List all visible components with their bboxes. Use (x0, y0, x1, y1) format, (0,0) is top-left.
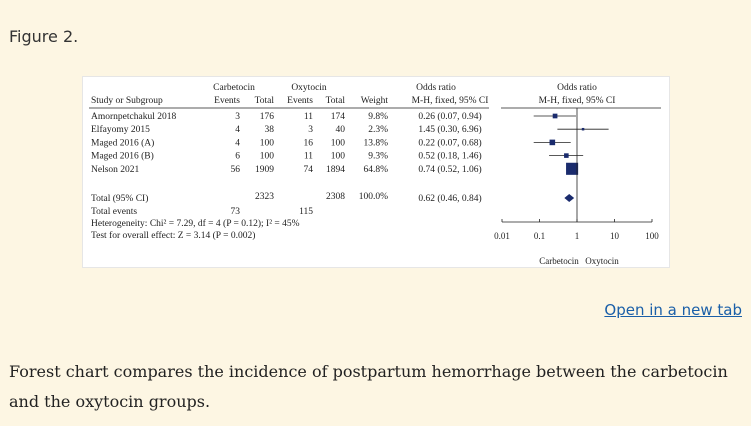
x-tick-label: 1 (575, 231, 580, 241)
header-events-2: Events (287, 96, 313, 106)
x-tick-label: 0.01 (494, 231, 510, 241)
events-oxytocin: 11 (304, 152, 313, 162)
total-events-oxytocin: 115 (299, 207, 313, 217)
overall-effect-text: Test for overall effect: Z = 3.14 (P = 0… (91, 230, 255, 241)
odds-ratio-ci: 1.45 (0.30, 6.96) (418, 124, 481, 135)
study-name: Maged 2016 (B) (91, 151, 154, 162)
total-carbetocin: 176 (260, 112, 275, 122)
events-carbetocin: 6 (235, 152, 240, 162)
header-plot-method: M-H, fixed, 95% CI (539, 95, 616, 106)
total-carbetocin: 100 (260, 152, 275, 162)
favours-oxytocin: Oxytocin (585, 256, 619, 266)
open-in-new-tab-link[interactable]: Open in a new tab (604, 301, 742, 319)
total-oxytocin: 100 (331, 152, 346, 162)
header-study: Study or Subgroup (91, 96, 163, 106)
total-carbetocin: 100 (260, 138, 275, 148)
total-oxytocin: 174 (331, 112, 346, 122)
events-oxytocin: 74 (304, 165, 314, 175)
total-diamond (564, 194, 575, 202)
header-total-1: Total (255, 96, 275, 106)
header-group1: Carbetocin (213, 83, 255, 93)
study-name: Nelson 2021 (91, 165, 140, 175)
header-total-2: Total (326, 96, 346, 106)
weight-value: 2.3% (368, 125, 388, 135)
header-weight: Weight (361, 96, 389, 106)
header-group2: Oxytocin (291, 83, 327, 93)
x-tick-label: 10 (610, 231, 620, 241)
total-carbetocin: 1909 (255, 165, 274, 175)
weight-value: 13.8% (363, 138, 388, 148)
forest-plot-figure: Carbetocin Oxytocin Odds ratio Odds ratio St… (82, 76, 670, 268)
figure-label: Figure 2. (9, 27, 79, 46)
point-estimate-square (552, 113, 558, 119)
study-name: Maged 2016 (A) (91, 137, 154, 148)
header-or-method: M-H, fixed, 95% CI (412, 95, 489, 106)
odds-ratio-ci: 0.52 (0.18, 1.46) (418, 151, 481, 162)
weight-value: 64.8% (363, 165, 388, 175)
odds-ratio-ci: 0.74 (0.52, 1.06) (418, 164, 481, 175)
study-name: Elfayomy 2015 (91, 124, 150, 135)
events-carbetocin: 4 (235, 125, 240, 135)
total-weight: 100.0% (359, 192, 388, 202)
events-carbetocin: 3 (235, 112, 240, 122)
point-estimate-square (564, 153, 569, 158)
events-oxytocin: 3 (308, 125, 313, 135)
figure-caption: Forest chart compares the incidence of p… (9, 362, 728, 411)
header-plot-odds-ratio: Odds ratio (557, 83, 597, 93)
total-oxytocin: 40 (336, 125, 346, 135)
total-oxytocin-n: 2308 (326, 192, 345, 202)
point-estimate-square (581, 127, 585, 131)
total-oxytocin: 1894 (326, 165, 345, 175)
header-odds-ratio: Odds ratio (416, 83, 456, 93)
x-tick-label: 100 (645, 231, 659, 241)
events-oxytocin: 11 (304, 112, 313, 122)
total-label: Total (95% CI) (91, 193, 148, 204)
header-events-1: Events (214, 96, 240, 106)
events-carbetocin: 4 (235, 138, 240, 148)
total-odds-ratio-ci: 0.62 (0.46, 0.84) (418, 193, 481, 204)
odds-ratio-ci: 0.26 (0.07, 0.94) (418, 111, 481, 122)
odds-ratio-ci: 0.22 (0.07, 0.68) (418, 137, 481, 148)
total-events-label: Total events (91, 207, 137, 217)
point-estimate-square (566, 162, 579, 175)
forest-plot: Carbetocin Oxytocin Odds ratio Odds ratio St… (89, 83, 661, 266)
total-events-carbetocin: 73 (231, 207, 241, 217)
study-name: Amornpetchakul 2018 (91, 112, 176, 122)
favours-carbetocin: Carbetocin (539, 256, 579, 266)
weight-value: 9.3% (368, 152, 388, 162)
point-estimate-square (549, 139, 556, 146)
total-oxytocin: 100 (331, 138, 346, 148)
events-carbetocin: 56 (231, 165, 241, 175)
total-carbetocin: 38 (265, 125, 275, 135)
total-carbetocin-n: 2323 (255, 192, 274, 202)
weight-value: 9.8% (368, 112, 388, 122)
events-oxytocin: 16 (304, 138, 314, 148)
x-tick-label: 0.1 (534, 231, 545, 241)
heterogeneity-text: Heterogeneity: Chi² = 7.29, df = 4 (P = … (91, 218, 300, 229)
